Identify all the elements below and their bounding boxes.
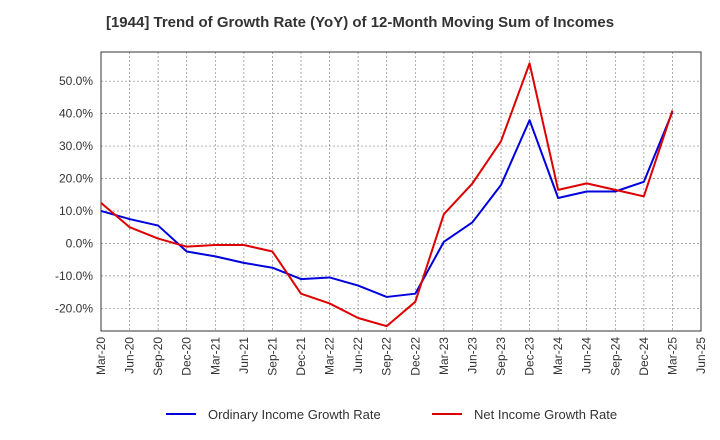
chart-title: [1944] Trend of Growth Rate (YoY) of 12-… <box>105 14 615 31</box>
x-tick-label: Mar-22 <box>323 337 337 375</box>
y-tick-label: 30.0% <box>59 139 93 153</box>
y-tick-label: 0.0% <box>66 236 94 250</box>
plot-area-frame <box>100 51 702 332</box>
x-tick-label: Jun-21 <box>237 337 251 374</box>
x-tick-label: Dec-22 <box>408 337 422 376</box>
y-tick-label: -10.0% <box>55 269 93 283</box>
x-tick-label: Dec-21 <box>294 337 308 376</box>
x-tick-label: Mar-25 <box>665 337 679 375</box>
x-tick-label: Jun-22 <box>351 337 365 374</box>
x-tick-label: Dec-23 <box>523 337 537 376</box>
y-tick-label: -20.0% <box>55 301 93 315</box>
x-axis-tick-labels: Mar-20 Jun-20 Sep-20 Dec-20 Mar-21 Jun-21 Sep-… <box>94 337 708 376</box>
y-tick-label: 20.0% <box>59 172 93 186</box>
x-tick-label: Sep-24 <box>608 337 622 376</box>
series-line <box>100 111 674 298</box>
y-tick-label: 40.0% <box>59 107 93 121</box>
x-tick-label: Dec-24 <box>637 337 651 376</box>
series-line <box>100 62 674 328</box>
legend: Ordinary Income Growth Rate Net Income Gr… <box>166 407 617 422</box>
grid-lines <box>101 52 701 331</box>
x-tick-label: Jun-20 <box>123 337 137 374</box>
x-tick-label: Jun-23 <box>465 337 479 374</box>
x-tick-label: Jun-24 <box>580 337 594 374</box>
x-tick-label: Sep-23 <box>494 337 508 376</box>
y-axis-tick-labels: -20.0% -10.0% 0.0% 10.0% 20.0% 30.0% 40.0% 50.0… <box>55 74 93 315</box>
x-tick-label: Mar-21 <box>208 337 222 375</box>
series-lines <box>100 62 674 328</box>
x-tick-label: Sep-20 <box>151 337 165 376</box>
legend-label: Net Income Growth Rate <box>474 407 617 422</box>
x-tick-label: Jun-25 <box>694 337 708 374</box>
x-tick-label: Mar-20 <box>94 337 108 375</box>
legend-label: Ordinary Income Growth Rate <box>208 407 381 422</box>
x-tick-label: Mar-24 <box>551 337 565 375</box>
x-tick-label: Sep-22 <box>380 337 394 376</box>
x-tick-label: Mar-23 <box>437 337 451 375</box>
x-tick-label: Sep-21 <box>265 337 279 376</box>
x-tick-label: Dec-20 <box>180 337 194 376</box>
y-tick-label: 10.0% <box>59 204 93 218</box>
y-tick-label: 50.0% <box>59 74 93 88</box>
